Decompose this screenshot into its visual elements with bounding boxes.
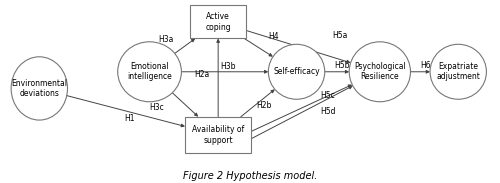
FancyBboxPatch shape — [190, 5, 246, 38]
Text: H3a: H3a — [158, 35, 174, 44]
Ellipse shape — [118, 42, 182, 102]
Text: H3c: H3c — [150, 103, 164, 112]
Text: Self-efficacy: Self-efficacy — [273, 67, 320, 76]
Text: Availability of
support: Availability of support — [192, 125, 244, 145]
Text: H2a: H2a — [194, 70, 210, 79]
Text: H5b: H5b — [334, 61, 350, 70]
FancyBboxPatch shape — [185, 117, 251, 153]
Text: H5a: H5a — [332, 31, 347, 40]
Text: Emotional
intelligence: Emotional intelligence — [127, 62, 172, 81]
Ellipse shape — [430, 44, 486, 99]
Ellipse shape — [349, 42, 410, 102]
Text: Psychological
Resilience: Psychological Resilience — [354, 62, 406, 81]
Ellipse shape — [11, 57, 68, 120]
Text: H4: H4 — [268, 32, 279, 41]
Text: H3b: H3b — [220, 62, 236, 71]
Text: Environmental
deviations: Environmental deviations — [12, 79, 68, 98]
Text: Active
coping: Active coping — [206, 12, 231, 31]
Text: Expatriate
adjustment: Expatriate adjustment — [436, 62, 480, 81]
Text: H6: H6 — [420, 61, 431, 70]
Ellipse shape — [268, 44, 324, 99]
Text: H1: H1 — [124, 114, 135, 123]
Text: H5c: H5c — [320, 91, 335, 100]
Text: H2b: H2b — [256, 101, 272, 110]
Text: H5d: H5d — [320, 107, 336, 116]
Text: Figure 2 Hypothesis model.: Figure 2 Hypothesis model. — [183, 171, 317, 181]
